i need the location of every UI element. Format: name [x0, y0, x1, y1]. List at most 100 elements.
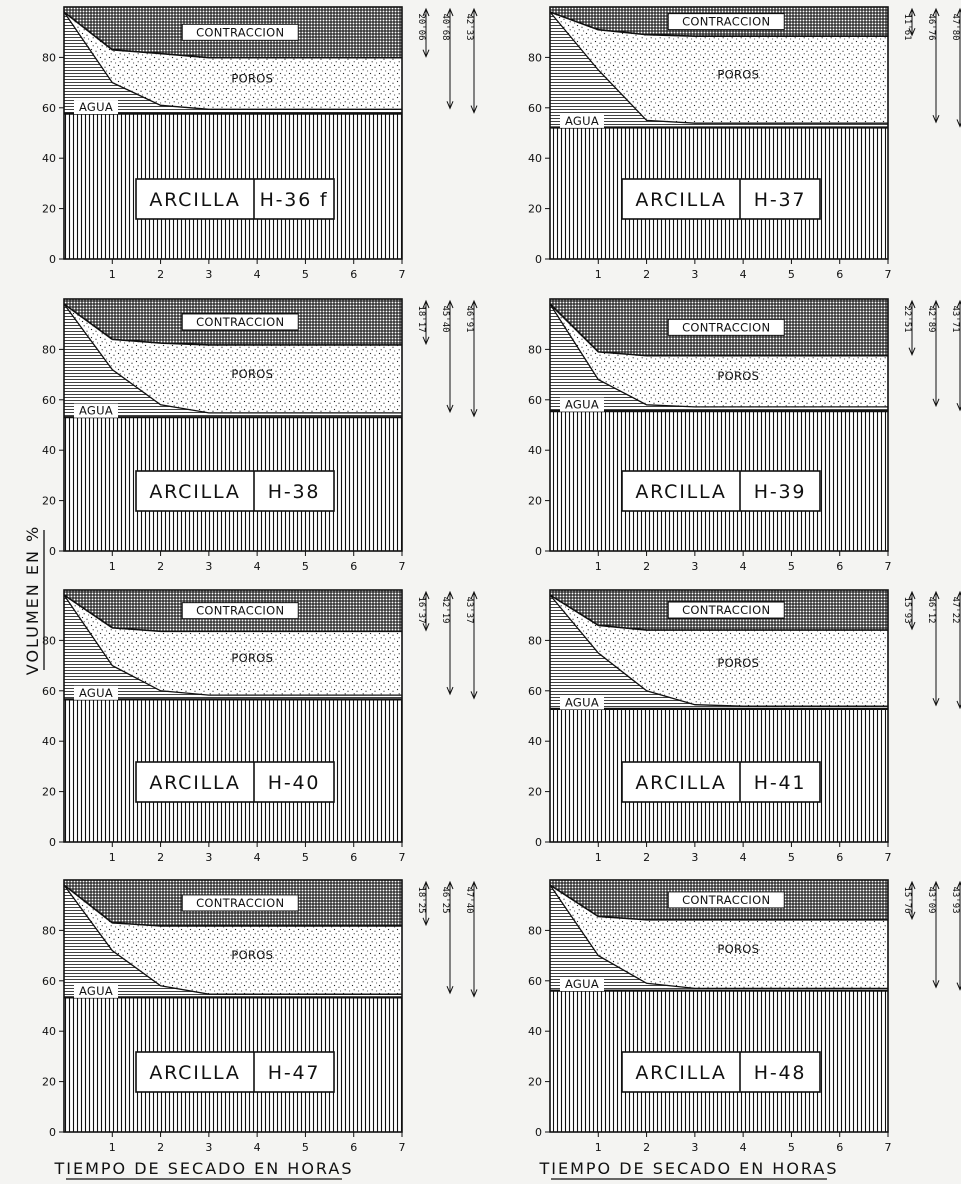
- y-tick-label: 80: [528, 634, 542, 647]
- contraccion-label-box: [181, 602, 299, 620]
- poros-area: [64, 595, 402, 696]
- range-arrow-head-bottom: [470, 105, 478, 114]
- contraccion-label: CONTRACCION: [196, 25, 284, 39]
- y-tick-label: 60: [528, 685, 542, 698]
- x-tick-label: 6: [836, 851, 843, 864]
- sample-id: H-41: [754, 772, 807, 794]
- x-tick-label: 1: [109, 851, 116, 864]
- x-tick-label: 5: [788, 560, 795, 573]
- y-tick-label: 60: [528, 394, 542, 407]
- chart-panel-4: 1 2 3 4 5 6 7 0 20 40 60 80 CONTRACCION POROS AGUA ARCI…: [528, 298, 961, 573]
- y-tick-label: 40: [528, 735, 542, 748]
- y-tick-label: 60: [528, 102, 542, 115]
- x-tick-label: 2: [157, 560, 164, 573]
- poros-area: [64, 12, 402, 110]
- contraccion-label: CONTRACCION: [682, 15, 770, 29]
- agua-label: AGUA: [565, 695, 599, 709]
- y-tick-label: 40: [42, 735, 56, 748]
- x-tick-label: 3: [691, 851, 698, 864]
- chart-panel-8: 1 2 3 4 5 6 7 0 20 40 60 80 CONTRACCION POROS AGUA ARCI…: [528, 879, 961, 1154]
- x-tick-label: 2: [643, 1141, 650, 1154]
- x-tick-label: 3: [691, 1141, 698, 1154]
- agua-boundary-line: [549, 303, 888, 408]
- poros-boundary-line: [549, 594, 888, 631]
- sample-id: H-36 f: [260, 189, 329, 211]
- agua-boundary-line: [549, 884, 888, 990]
- range-arrow-head-top: [908, 7, 916, 17]
- range-arrow-head-bottom: [422, 917, 430, 927]
- plot-frame: [549, 589, 889, 843]
- poros-boundary-line: [549, 303, 888, 357]
- x-tick-label: 7: [885, 851, 892, 864]
- clay-label: ARCILLA: [149, 772, 240, 794]
- range-arrow-head-bottom: [956, 982, 961, 991]
- x-tick-label: 2: [643, 851, 650, 864]
- range-arrow-head-top: [422, 590, 430, 600]
- range-arrow-label: 42'89: [926, 305, 936, 332]
- range-arrow-head-bottom: [422, 336, 430, 346]
- range-arrow-label: 47'40: [464, 886, 474, 913]
- range-arrow-head-bottom: [932, 980, 940, 989]
- x-tick-label: 5: [302, 851, 309, 864]
- agua-label-bg: [74, 685, 118, 700]
- x-tick-label: 4: [254, 851, 261, 864]
- clay-label-box: [135, 470, 335, 512]
- range-arrow-head-top: [956, 7, 961, 17]
- clay-label-box: [135, 1051, 335, 1093]
- range-arrow-label: 15'76: [902, 886, 912, 913]
- range-arrow-label: 18'17: [416, 305, 426, 332]
- x-tick-label: 3: [691, 268, 698, 281]
- range-arrow-head-top: [422, 7, 430, 17]
- range-arrow-label: 46'25: [440, 886, 450, 913]
- y-tick-label: 40: [528, 444, 542, 457]
- x-tick-label: 2: [157, 268, 164, 281]
- x-tick-label: 6: [836, 1141, 843, 1154]
- x-tick-label: 6: [350, 1141, 357, 1154]
- contraccion-label: CONTRACCION: [682, 893, 770, 907]
- range-arrow-head-bottom: [908, 347, 916, 356]
- sample-id: H-40: [268, 772, 321, 794]
- range-arrow-head-bottom: [470, 691, 478, 700]
- clay-label: ARCILLA: [149, 481, 240, 503]
- range-arrow-label: 20'06: [416, 13, 426, 40]
- agua-label: AGUA: [79, 404, 113, 418]
- range-arrow-label: 42'19: [440, 596, 450, 623]
- chart-panel-6: 1 2 3 4 5 6 7 0 20 40 60 80 CONTRACCION POROS AGUA ARCI…: [528, 589, 961, 864]
- range-arrow-head-top: [932, 299, 940, 309]
- chart-panel-7: 1 2 3 4 5 6 7 0 20 40 60 80 CONTRACCION POROS AGUA ARCI…: [42, 879, 478, 1154]
- range-arrow-head-top: [446, 590, 454, 600]
- x-tick-label: 5: [302, 560, 309, 573]
- y-tick-label: 0: [535, 1126, 542, 1139]
- range-arrow-label: 46'91: [464, 305, 474, 332]
- x-tick-label: 1: [595, 1141, 602, 1154]
- y-tick-label: 40: [528, 1025, 542, 1038]
- y-tick-label: 20: [42, 786, 56, 799]
- x-tick-label: 5: [788, 268, 795, 281]
- range-arrow-head-top: [908, 299, 916, 309]
- x-tick-label: 4: [740, 851, 747, 864]
- poros-label: POROS: [231, 948, 273, 962]
- sample-id: H-47: [268, 1062, 321, 1084]
- y-tick-label: 80: [42, 51, 56, 64]
- clay-label: ARCILLA: [149, 1062, 240, 1084]
- range-arrow-head-top: [470, 7, 478, 17]
- agua-label-bg: [74, 403, 118, 418]
- range-arrow-label: 43'37: [464, 596, 474, 623]
- range-arrow-head-bottom: [470, 408, 478, 418]
- x-tick-label: 3: [205, 1141, 212, 1154]
- range-arrow-head-bottom: [422, 49, 430, 58]
- x-tick-label: 3: [691, 560, 698, 573]
- range-arrow-label: 46'12: [926, 596, 936, 623]
- contraccion-label-box: [181, 23, 299, 41]
- x-tick-label: 3: [205, 851, 212, 864]
- range-arrow-label: 47'22: [950, 596, 960, 623]
- agua-label-bg: [74, 100, 118, 115]
- range-arrow-head-bottom: [470, 989, 478, 998]
- range-arrow-label: 42'33: [464, 13, 474, 40]
- poros-boundary-line: [549, 11, 888, 37]
- x-tick-label: 5: [788, 851, 795, 864]
- poros-area: [550, 595, 888, 707]
- clay-label: ARCILLA: [635, 481, 726, 503]
- y-tick-label: 0: [49, 1126, 56, 1139]
- x-tick-label: 6: [836, 268, 843, 281]
